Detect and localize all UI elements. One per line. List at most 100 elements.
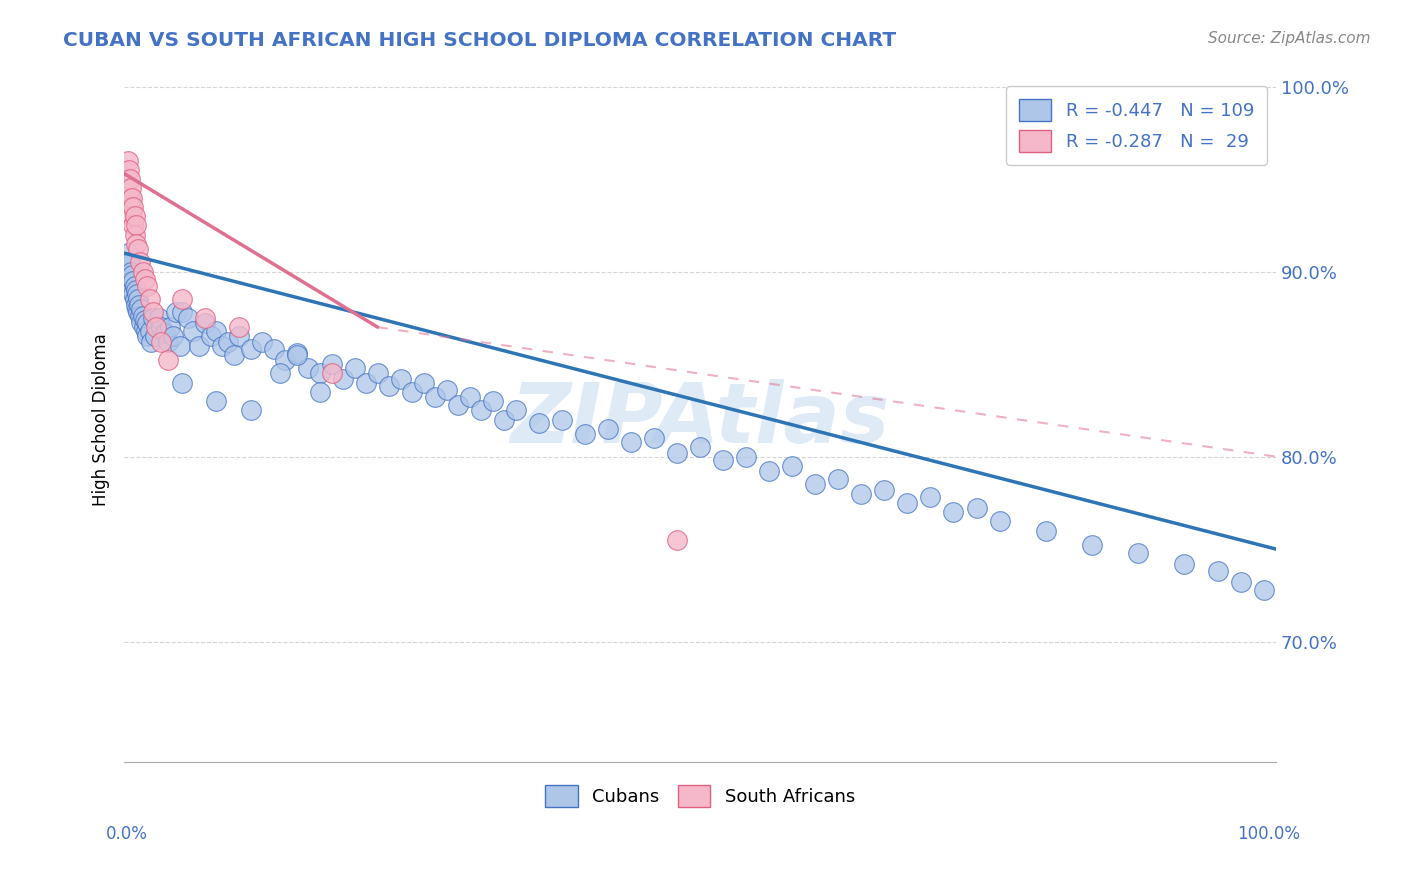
Point — [129, 255, 152, 269]
Point — [125, 301, 148, 316]
Point — [122, 274, 145, 288]
Point — [117, 153, 139, 168]
Point — [574, 427, 596, 442]
Point — [666, 533, 689, 547]
Point — [309, 384, 332, 399]
Point — [942, 505, 965, 519]
Point — [274, 353, 297, 368]
Point — [159, 320, 181, 334]
Point — [143, 329, 166, 343]
Point — [194, 317, 217, 331]
Point — [194, 310, 217, 325]
Point — [896, 496, 918, 510]
Point — [118, 172, 141, 186]
Point — [966, 501, 988, 516]
Point — [121, 209, 143, 223]
Point — [139, 334, 162, 349]
Point — [211, 338, 233, 352]
Point — [127, 305, 149, 319]
Point — [131, 309, 153, 323]
Point — [145, 320, 167, 334]
Point — [118, 255, 141, 269]
Point — [205, 394, 228, 409]
Point — [263, 343, 285, 357]
Point — [239, 403, 262, 417]
Point — [136, 329, 159, 343]
Point — [169, 338, 191, 352]
Point — [134, 312, 156, 326]
Point — [470, 403, 492, 417]
Point — [122, 200, 145, 214]
Point — [505, 403, 527, 417]
Point — [122, 219, 145, 233]
Point — [125, 283, 148, 297]
Point — [332, 372, 354, 386]
Point — [401, 384, 423, 399]
Point — [1253, 582, 1275, 597]
Point — [135, 324, 157, 338]
Text: 0.0%: 0.0% — [105, 825, 148, 843]
Point — [128, 298, 150, 312]
Point — [131, 265, 153, 279]
Text: 100.0%: 100.0% — [1237, 825, 1301, 843]
Point — [735, 450, 758, 464]
Point — [920, 490, 942, 504]
Point — [125, 219, 148, 233]
Point — [142, 310, 165, 325]
Point — [851, 486, 873, 500]
Point — [228, 329, 250, 343]
Y-axis label: High School Diploma: High School Diploma — [93, 334, 110, 506]
Point — [153, 326, 176, 340]
Point — [666, 446, 689, 460]
Point — [205, 324, 228, 338]
Point — [988, 514, 1011, 528]
Point — [827, 472, 849, 486]
Point — [389, 372, 412, 386]
Point — [150, 320, 173, 334]
Point — [780, 458, 803, 473]
Point — [120, 181, 142, 195]
Point — [120, 274, 142, 288]
Point — [136, 279, 159, 293]
Point — [711, 453, 734, 467]
Point — [136, 317, 159, 331]
Point — [481, 394, 503, 409]
Point — [758, 464, 780, 478]
Point — [121, 268, 143, 283]
Point — [217, 334, 239, 349]
Point — [1080, 538, 1102, 552]
Point — [285, 348, 308, 362]
Point — [1230, 575, 1253, 590]
Point — [228, 320, 250, 334]
Point — [138, 293, 160, 307]
Point — [120, 200, 142, 214]
Point — [188, 338, 211, 352]
Point — [165, 305, 187, 319]
Point — [120, 265, 142, 279]
Point — [321, 367, 343, 381]
Point — [458, 391, 481, 405]
Point — [118, 270, 141, 285]
Point — [127, 243, 149, 257]
Point — [378, 379, 401, 393]
Point — [643, 431, 665, 445]
Point — [200, 329, 222, 343]
Point — [412, 376, 434, 390]
Point — [620, 434, 643, 449]
Point — [122, 286, 145, 301]
Text: CUBAN VS SOUTH AFRICAN HIGH SCHOOL DIPLOMA CORRELATION CHART: CUBAN VS SOUTH AFRICAN HIGH SCHOOL DIPLO… — [63, 31, 897, 50]
Point — [156, 334, 179, 349]
Point — [121, 283, 143, 297]
Point — [138, 324, 160, 338]
Point — [127, 293, 149, 307]
Point — [162, 329, 184, 343]
Point — [170, 376, 193, 390]
Point — [354, 376, 377, 390]
Point — [425, 391, 447, 405]
Point — [1208, 564, 1230, 578]
Point — [689, 441, 711, 455]
Point — [527, 417, 550, 431]
Point — [321, 357, 343, 371]
Point — [367, 367, 389, 381]
Text: ZIPAtlas: ZIPAtlas — [510, 379, 890, 460]
